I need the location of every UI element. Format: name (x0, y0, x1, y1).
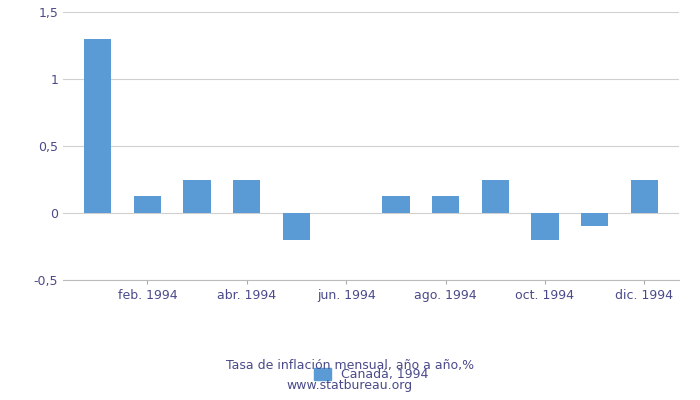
Text: www.statbureau.org: www.statbureau.org (287, 380, 413, 392)
Bar (283, 213, 310, 240)
Bar (134, 196, 161, 213)
Bar (183, 180, 211, 213)
Bar (233, 180, 260, 213)
Legend: Canadá, 1994: Canadá, 1994 (309, 363, 433, 386)
Text: Tasa de inflación mensual, año a año,%: Tasa de inflación mensual, año a año,% (226, 360, 474, 372)
Bar (382, 196, 410, 213)
Bar (581, 213, 608, 226)
Bar (432, 196, 459, 213)
Bar (631, 180, 658, 213)
Bar (84, 39, 111, 213)
Bar (482, 180, 509, 213)
Bar (531, 213, 559, 240)
